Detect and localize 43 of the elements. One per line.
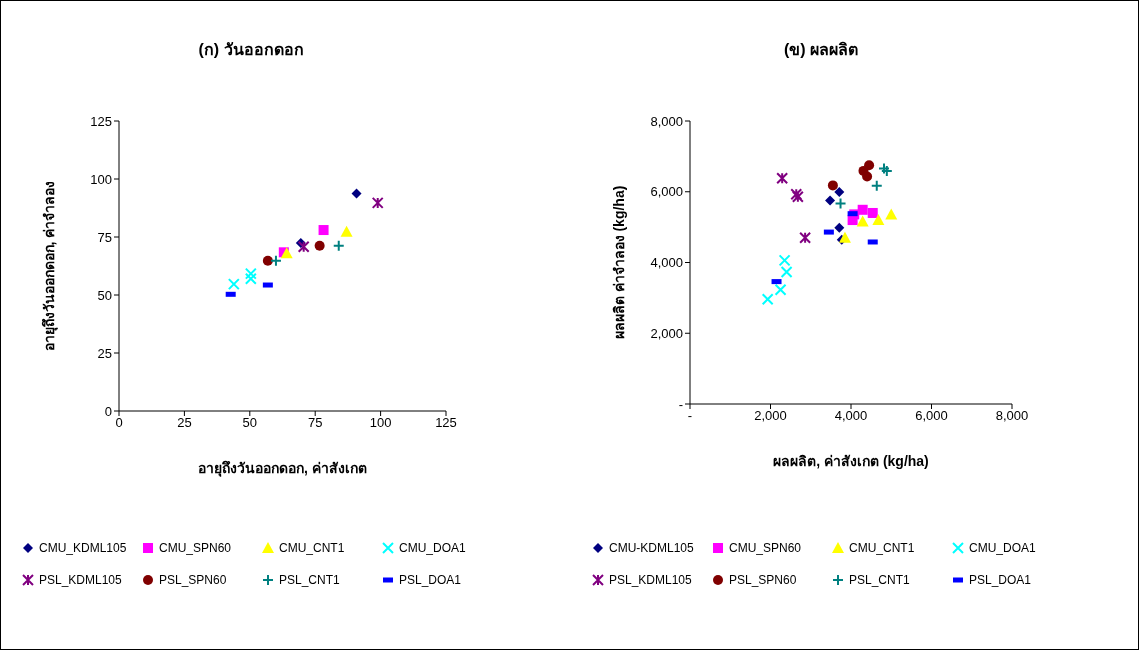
legend-label: PSL_SPN60	[159, 573, 227, 587]
y-tick-label: -	[678, 396, 683, 412]
x-tick-label: 50	[242, 415, 258, 431]
x-tick-label: 2,000	[754, 408, 787, 424]
x-tick-label: -	[687, 408, 693, 424]
y-tick-label: 8,000	[650, 113, 683, 129]
x-tick-label: 125	[435, 415, 457, 431]
y-tick-label: 25	[97, 345, 112, 361]
x-axis-title: ผลผลิต, ค่าสังเกต (kg/ha)	[773, 453, 929, 469]
x-tick-label: 8,000	[995, 408, 1029, 424]
legend-label: PSL_CNT1	[849, 573, 910, 587]
legend-label: PSL_KDML105	[609, 573, 692, 587]
legend-label: CMU_CNT1	[279, 541, 345, 555]
y-tick-label: 6,000	[650, 184, 683, 200]
y-tick-label: 4,000	[650, 255, 683, 271]
x-tick-label: 25	[177, 415, 192, 431]
legend-label: PSL_KDML105	[39, 573, 122, 587]
legend-label: PSL_SPN60	[729, 573, 797, 587]
legend-label: CMU_DOA1	[969, 541, 1036, 555]
chart-title: (ก) วันออกดอก	[197, 40, 305, 60]
x-tick-label: 75	[307, 415, 323, 431]
y-tick-label: 100	[90, 171, 112, 187]
y-tick-label: 2,000	[650, 325, 683, 341]
legend-label: CMU_SPN60	[159, 541, 232, 555]
y-tick-label: 50	[97, 287, 112, 303]
legend-label: CMU-KDML105	[609, 541, 694, 555]
chart-title: (ข) ผลผลิต	[782, 40, 860, 60]
y-tick-label: 125	[90, 113, 112, 129]
y-axis-title: อายุถึงวันออกดอก, ค่าจำลอง	[40, 180, 58, 352]
legend-label: PSL_DOA1	[399, 573, 462, 587]
x-tick-label: 6,000	[915, 408, 948, 424]
x-tick-label: 4,000	[834, 408, 868, 424]
x-tick-label: 100	[369, 415, 392, 431]
legend-label: PSL_CNT1	[279, 573, 340, 587]
x-tick-label: 0	[115, 415, 123, 431]
y-tick-label: 75	[97, 229, 112, 245]
x-axis-title: อายุถึงวันออกดอก, ค่าสังเกต	[198, 460, 367, 477]
y-axis-title: ผลผลิต ค่าจำลอง (kg/ha)	[610, 185, 627, 340]
legend-label: CMU_DOA1	[399, 541, 466, 555]
legend-label: CMU_SPN60	[729, 541, 802, 555]
legend-label: CMU_KDML105	[39, 541, 127, 555]
legend-label: PSL_DOA1	[969, 573, 1032, 587]
legend-label: CMU_CNT1	[849, 541, 915, 555]
